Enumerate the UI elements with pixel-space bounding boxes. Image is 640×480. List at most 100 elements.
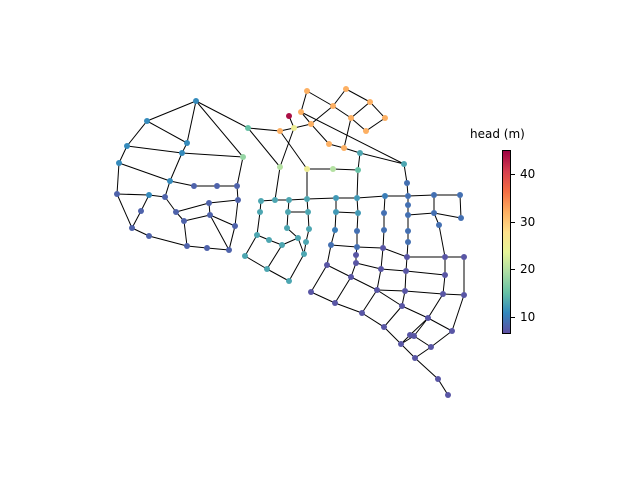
junction-node bbox=[357, 150, 363, 156]
junction-node bbox=[333, 209, 339, 215]
pipe-edge bbox=[442, 293, 465, 296]
pipe-edge bbox=[326, 264, 352, 278]
pipe-edge bbox=[382, 229, 385, 249]
junction-node bbox=[431, 192, 437, 198]
junction-node bbox=[355, 167, 361, 173]
junction-node bbox=[305, 209, 311, 215]
junction-node bbox=[167, 178, 173, 184]
junction-node bbox=[308, 289, 314, 295]
colorbar-tick-mark bbox=[511, 174, 515, 175]
pipe-edge bbox=[332, 105, 352, 119]
pipe-edge bbox=[427, 317, 453, 332]
pipe-edge bbox=[430, 330, 453, 348]
pipe-edge bbox=[118, 162, 171, 182]
junction-node bbox=[285, 209, 291, 215]
pipe-edge bbox=[405, 270, 446, 276]
junction-node bbox=[405, 239, 411, 245]
pipe-edge bbox=[131, 227, 150, 237]
colorbar-tick-mark bbox=[511, 269, 515, 270]
pipe-edge bbox=[274, 166, 281, 201]
junction-node bbox=[382, 193, 388, 199]
junction-node bbox=[425, 315, 431, 321]
pipe-edge bbox=[407, 212, 435, 216]
junction-node bbox=[326, 141, 332, 147]
colorbar-tick-mark bbox=[511, 317, 515, 318]
junction-node bbox=[181, 218, 187, 224]
junction-node bbox=[442, 254, 448, 260]
pipe-edge bbox=[236, 156, 244, 187]
pipe-edge bbox=[413, 317, 429, 337]
pipe-edge bbox=[404, 290, 444, 295]
junction-node bbox=[404, 180, 410, 186]
pipe-edge bbox=[306, 90, 334, 107]
junction-node bbox=[301, 251, 307, 257]
pipe-edge bbox=[383, 326, 402, 345]
pipe-edge bbox=[118, 145, 128, 164]
pipe-edge bbox=[438, 224, 446, 258]
pipe-edge bbox=[345, 88, 371, 103]
pipe-edge bbox=[175, 202, 210, 213]
pipe-edge bbox=[414, 357, 439, 380]
pipe-edge bbox=[195, 100, 249, 129]
junction-node bbox=[114, 191, 120, 197]
junction-node bbox=[330, 103, 336, 109]
junction-node bbox=[146, 192, 152, 198]
junction-node bbox=[348, 274, 354, 280]
pipe-edge bbox=[409, 317, 429, 336]
junction-node bbox=[354, 228, 360, 234]
junction-node bbox=[138, 208, 144, 214]
junction-node bbox=[458, 215, 464, 221]
pipe-edge bbox=[326, 244, 332, 266]
junction-node bbox=[304, 88, 310, 94]
junction-node bbox=[328, 242, 334, 248]
pipe-edge bbox=[195, 100, 244, 158]
pipe-edge bbox=[334, 302, 363, 314]
pipe-edge bbox=[343, 117, 352, 149]
pipe-edge bbox=[356, 246, 384, 249]
junction-node bbox=[129, 225, 135, 231]
pipe-edge bbox=[169, 180, 195, 187]
junction-node bbox=[405, 202, 411, 208]
junction-node bbox=[286, 197, 292, 203]
junction-node bbox=[403, 268, 409, 274]
junction-node bbox=[284, 225, 290, 231]
junction-node bbox=[436, 222, 442, 228]
junction-node bbox=[402, 288, 408, 294]
junction-node bbox=[404, 254, 410, 260]
junction-node bbox=[399, 303, 405, 309]
pipe-edge bbox=[356, 169, 359, 199]
junction-node bbox=[204, 245, 210, 251]
junction-node bbox=[277, 128, 283, 134]
network-nodes bbox=[114, 86, 467, 398]
junction-node bbox=[184, 243, 190, 249]
junction-node bbox=[308, 121, 314, 127]
junction-node bbox=[266, 237, 272, 243]
junction-node bbox=[264, 266, 270, 272]
pipe-edge bbox=[131, 210, 142, 229]
pipe-edge bbox=[459, 194, 462, 219]
junction-node bbox=[257, 209, 263, 215]
pipe-edge bbox=[164, 196, 177, 213]
junction-node bbox=[457, 192, 463, 198]
pipe-edge bbox=[350, 117, 367, 132]
junction-node bbox=[146, 233, 152, 239]
pipe-edge bbox=[356, 195, 386, 199]
junction-node bbox=[124, 143, 130, 149]
pipe-edge bbox=[183, 220, 188, 247]
pipe-edge bbox=[403, 163, 408, 184]
junction-node bbox=[298, 109, 304, 115]
junction-node bbox=[232, 223, 238, 229]
pipe-edge bbox=[169, 152, 183, 182]
pipe-edge bbox=[382, 247, 408, 258]
pipe-edge bbox=[266, 268, 290, 282]
pipe-edge bbox=[310, 291, 336, 304]
junction-node bbox=[144, 118, 150, 124]
pipe-edge bbox=[335, 211, 359, 214]
colorbar-tick-label: 30 bbox=[520, 215, 536, 229]
junction-node bbox=[240, 154, 246, 160]
pipe-edge bbox=[186, 100, 197, 144]
junction-node bbox=[440, 291, 446, 297]
junction-node bbox=[348, 115, 354, 121]
pipe-edge bbox=[116, 193, 133, 229]
